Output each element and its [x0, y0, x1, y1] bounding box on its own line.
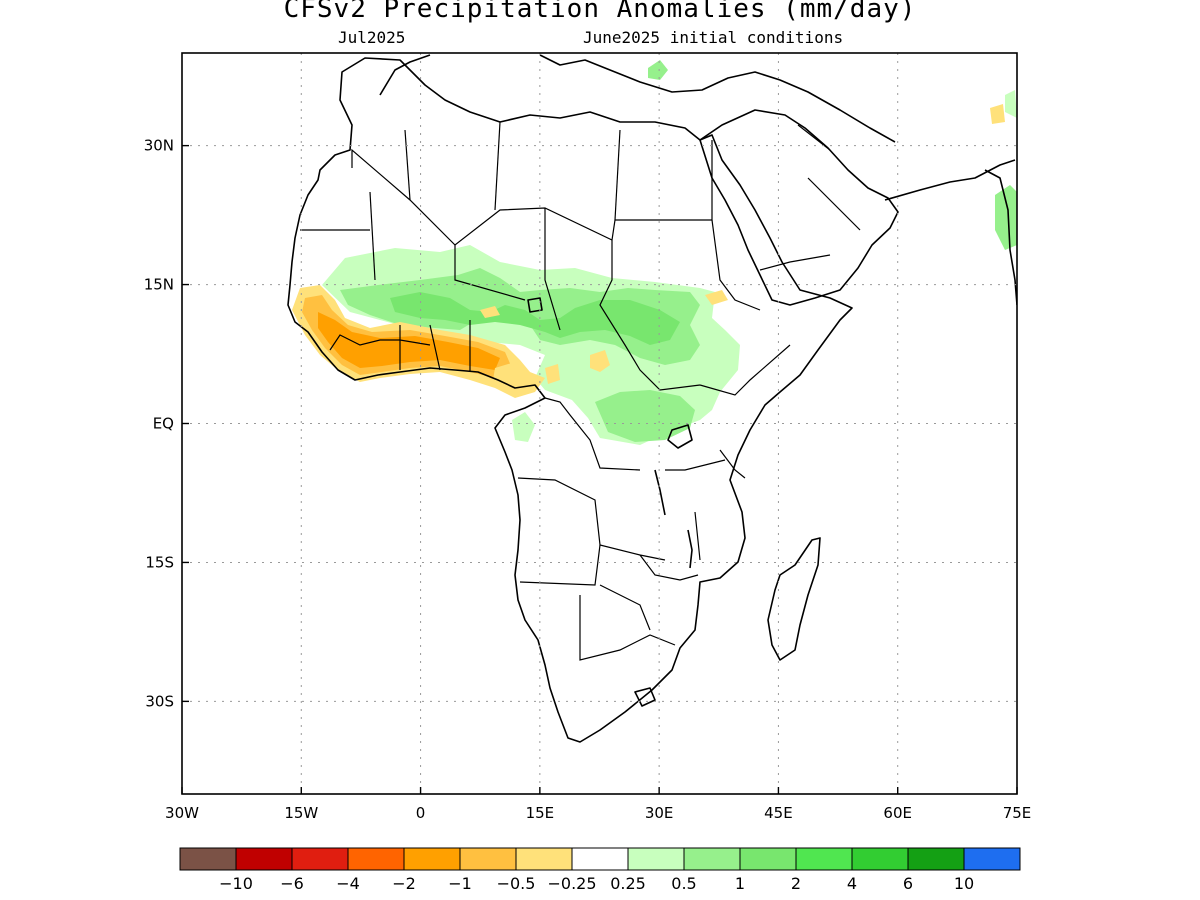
- title-area: CFSv2 Precipitation Anomalies (mm/day) J…: [0, 0, 1200, 50]
- valid-month: Jul2025: [338, 28, 406, 47]
- ethiopia-dry-anomaly: [705, 290, 728, 305]
- nigeria-dry-anomaly: [493, 362, 530, 392]
- colorbar-label-11: 4: [847, 874, 857, 893]
- colorbar-label-3: −2: [392, 874, 416, 893]
- colorbar-swatch-1: [235, 847, 293, 871]
- lat-label-1: 15N: [144, 276, 174, 294]
- colorbar-labels: −10 −6 −4 −2 −1 −0.5 −0.25 0.25 0.5 1 2 4 6 10: [219, 874, 974, 893]
- axis-labels: 30W 15W 0 15E 30E 45E 60E 75E 30N 15N EQ 15S 30S: [144, 137, 1032, 822]
- colorbar-label-0: −10: [219, 874, 253, 893]
- europe-coastline: [379, 54, 896, 143]
- colorbar-label-7: 0.25: [610, 874, 646, 893]
- coastlines: [287, 54, 1017, 743]
- sahel-wet-core-2: [390, 292, 680, 345]
- anomaly-shading: [292, 60, 1017, 445]
- cameroon-dry-anomaly: [590, 350, 610, 372]
- colorbar-label-10: 2: [791, 874, 801, 893]
- med-wet-anomaly: [648, 60, 668, 80]
- colorbar-label-1: −6: [280, 874, 304, 893]
- lon-label-2: 0: [416, 804, 426, 822]
- lat-label-2: EQ: [153, 415, 174, 433]
- colorbar-label-12: 6: [903, 874, 913, 893]
- lon-label-5: 45E: [764, 804, 793, 822]
- mali-dry-spot: [480, 306, 500, 318]
- lat-label-0: 30N: [144, 137, 174, 155]
- colorbar-label-9: 1: [735, 874, 745, 893]
- colorbar-swatches: [179, 847, 1021, 871]
- gulf-dry-anomaly: [990, 104, 1005, 124]
- india-wet-anomaly: [995, 185, 1017, 250]
- colorbar-label-4: −1: [448, 874, 472, 893]
- iran-coastline: [884, 159, 1016, 201]
- colorbar-swatch-14: [963, 847, 1021, 871]
- colorbar-label-13: 10: [954, 874, 974, 893]
- central-africa-wet-anomaly: [595, 390, 695, 442]
- colorbar-label-6: −0.25: [547, 874, 596, 893]
- lon-label-7: 75E: [1003, 804, 1032, 822]
- lon-label-3: 15E: [526, 804, 555, 822]
- madagascar-coastline: [767, 537, 821, 661]
- country-borders: [300, 121, 861, 661]
- lat-label-3: 15S: [145, 553, 174, 571]
- map-title: CFSv2 Precipitation Anomalies (mm/day): [283, 0, 917, 24]
- lake-chad: [527, 297, 543, 313]
- lon-label-1: 15W: [284, 804, 318, 822]
- colorbar-label-2: −4: [336, 874, 360, 893]
- colorbar-swatch-8: [627, 847, 685, 871]
- colorbar-swatch-2: [291, 847, 349, 871]
- gabon-wet-anomaly: [512, 412, 535, 442]
- car-dry-anomaly: [545, 364, 560, 384]
- colorbar-swatch-10: [739, 847, 797, 871]
- colorbar-swatch-9: [683, 847, 741, 871]
- graticule: [182, 53, 1017, 794]
- lat-label-4: 30S: [145, 692, 174, 710]
- lake-victoria: [667, 424, 693, 449]
- lake-tanganyika: [654, 469, 666, 516]
- nile-wet-anomaly: [1005, 90, 1017, 118]
- lake-malawi: [687, 529, 693, 569]
- colorbar-swatch-0: [179, 847, 237, 871]
- axis-ticks: [181, 144, 1018, 794]
- lon-label-6: 60E: [883, 804, 912, 822]
- colorbar: −10 −6 −4 −2 −1 −0.5 −0.25 0.25 0.5 1 2 4 6 10: [179, 847, 1021, 893]
- colorbar-swatch-12: [851, 847, 909, 871]
- initial-conditions: June2025 initial conditions: [583, 28, 844, 47]
- colorbar-swatch-13: [907, 847, 965, 871]
- colorbar-swatch-7: [571, 847, 629, 871]
- colorbar-swatch-3: [347, 847, 405, 871]
- colorbar-swatch-11: [795, 847, 853, 871]
- lon-label-0: 30W: [165, 804, 199, 822]
- colorbar-swatch-4: [403, 847, 461, 871]
- lon-label-4: 30E: [645, 804, 674, 822]
- colorbar-label-8: 0.5: [671, 874, 696, 893]
- colorbar-swatch-6: [515, 847, 573, 871]
- africa-coastline: [287, 57, 853, 743]
- colorbar-swatch-5: [459, 847, 517, 871]
- colorbar-label-5: −0.5: [497, 874, 536, 893]
- arabia-coastline: [699, 109, 899, 306]
